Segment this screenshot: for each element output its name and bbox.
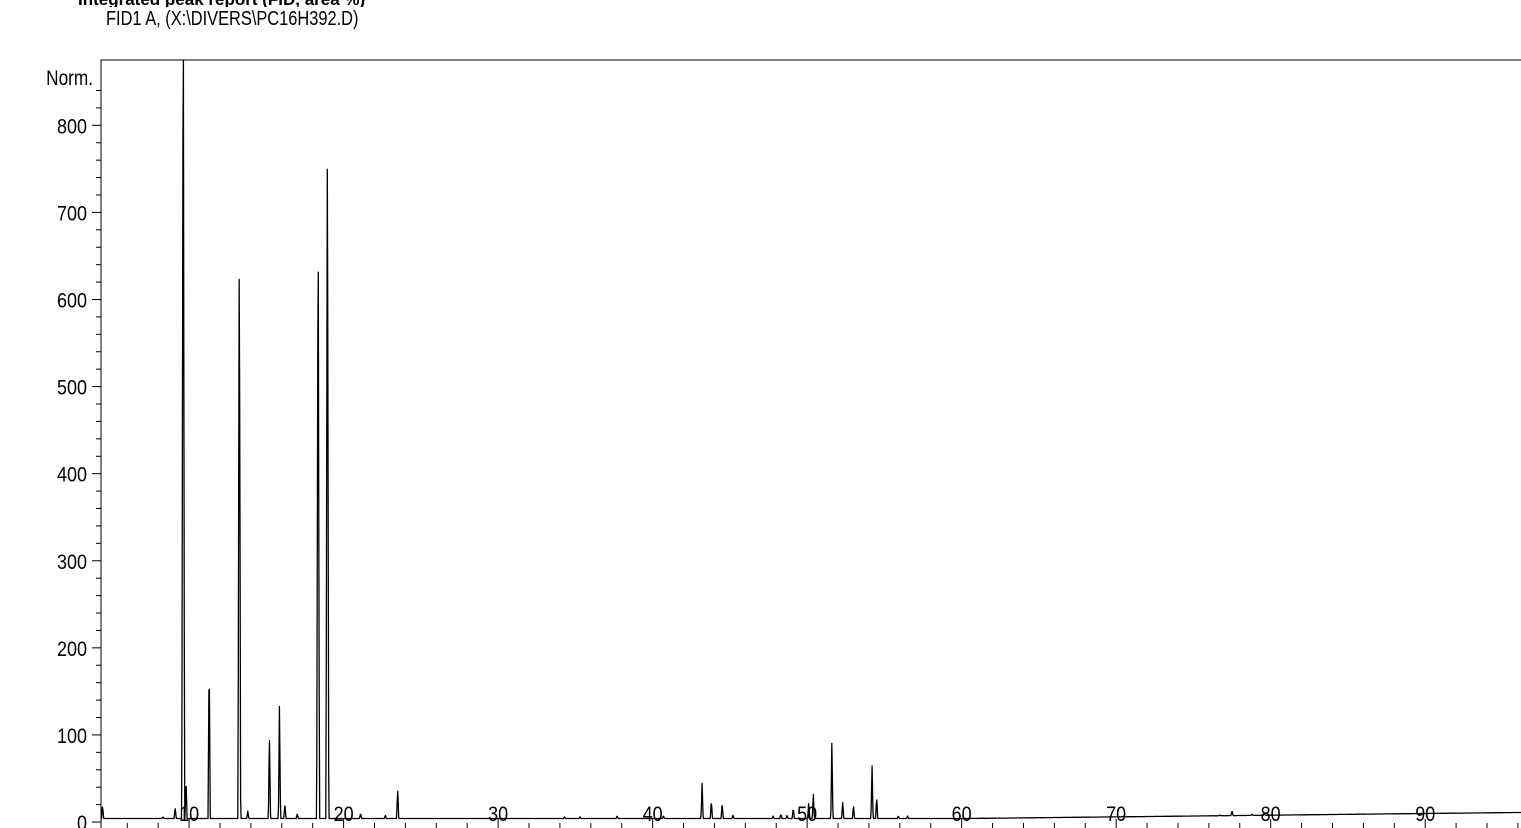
y-tick-label: 600 [57,289,87,312]
x-tick-label: 70 [1106,803,1126,826]
x-tick-label: 60 [952,803,972,826]
y-tick-label: 0 [77,812,87,828]
x-axis: 10 20 30 40 50 60 70 80 90 [126,803,1519,828]
signal-trace [100,59,1521,820]
x-tick-label: 10 [179,803,199,826]
y-tick-label: 300 [57,551,87,574]
chart-title: FID1 A, (X:\DIVERS\PC16H392.D) [106,8,359,30]
y-tick-label: 200 [57,638,87,661]
x-tick-label: 80 [1261,803,1281,826]
x-tick-label: 20 [334,803,354,826]
clipped-caption-text: Integrated peak report (FID, area %) [78,0,438,7]
y-tick-label: 800 [57,115,87,138]
y-tick-label: 700 [57,202,87,225]
y-tick-label: 100 [57,725,87,748]
y-tick-label: 400 [57,464,87,487]
plot-frame [100,59,1521,828]
x-tick-label: 40 [643,803,663,826]
y-axis-label: Norm. [46,68,93,91]
x-tick-label: 30 [488,803,508,826]
y-tick-label: 500 [57,377,87,400]
x-tick-label: 90 [1415,803,1435,826]
y-axis: 0 100 200 300 400 500 600 700 800 [57,89,101,828]
